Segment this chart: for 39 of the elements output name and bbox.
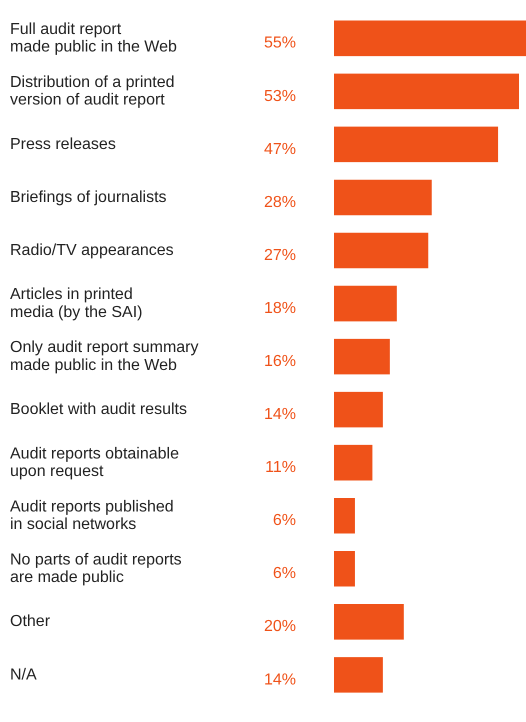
y-tick-label: Distribution of a printed version of audit report <box>10 74 175 109</box>
data-label: 55% <box>264 34 296 52</box>
y-tick-label: Booklet with audit results <box>10 401 187 418</box>
bar <box>334 286 397 322</box>
bar <box>334 551 355 587</box>
bar <box>334 604 404 640</box>
data-label: 28% <box>264 194 296 211</box>
data-label: 16% <box>264 353 296 370</box>
bar <box>334 74 520 110</box>
bar <box>334 180 432 216</box>
bar <box>334 20 526 56</box>
data-label: 14% <box>264 406 296 424</box>
y-tick-label: No parts of audit reports are made public <box>10 551 182 586</box>
bar <box>334 126 498 162</box>
data-label: 53% <box>264 88 296 105</box>
data-label: 27% <box>264 246 296 264</box>
bar <box>334 392 383 428</box>
y-tick-label: Briefings of journalists <box>10 188 167 206</box>
y-tick-label: Only audit report summary made public in the Web <box>10 339 199 374</box>
y-tick-label: Articles in printed media (by the SAI) <box>10 286 142 321</box>
bar <box>334 232 428 268</box>
y-tick-label: Full audit report made public in the Web <box>10 20 178 56</box>
data-label: 18% <box>264 300 296 317</box>
y-tick-label: Radio/TV appearances <box>10 242 174 259</box>
y-tick-label: Press releases <box>10 136 116 153</box>
y-tick-label: Other <box>10 613 51 630</box>
bar <box>334 657 383 693</box>
y-tick-label: Audit reports published in social networks <box>10 498 174 533</box>
data-label: 6% <box>272 512 296 530</box>
bar <box>334 338 390 374</box>
data-label: 14% <box>264 671 296 688</box>
data-label: 11% <box>265 459 296 476</box>
y-tick-label: N/A <box>10 666 37 684</box>
data-label: 6% <box>272 565 296 582</box>
data-label: 47% <box>264 140 296 158</box>
data-label: 20% <box>264 618 296 636</box>
bar <box>334 444 372 480</box>
y-tick-label: Audit reports obtainable upon request <box>10 445 180 480</box>
bar <box>334 498 355 534</box>
